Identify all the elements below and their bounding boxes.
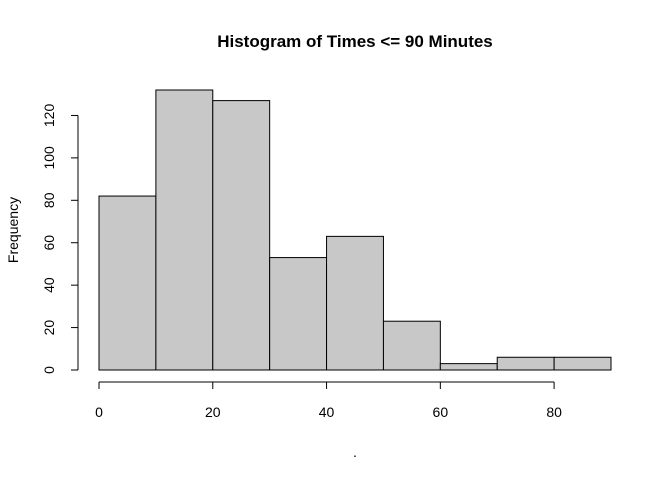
y-tick-label-0: 0 — [41, 366, 57, 374]
histogram-bar-30-40 — [269, 257, 328, 371]
x-tick-label-80: 80 — [546, 404, 562, 420]
histogram-bar-40-50 — [326, 235, 384, 371]
y-tick-label-20: 20 — [41, 320, 57, 336]
x-tick-label-60: 60 — [433, 404, 449, 420]
bars-group — [98, 89, 612, 371]
chart-title: Histogram of Times <= 90 Minutes — [217, 32, 493, 51]
y-tick-label-60: 60 — [41, 235, 57, 251]
y-axis-label: Frequency — [5, 197, 21, 263]
x-tick-label-0: 0 — [95, 404, 103, 420]
histogram-bar-50-60 — [382, 320, 441, 371]
y-axis: 0 20 40 60 80 100 120 — [41, 104, 79, 374]
x-tick-label-20: 20 — [205, 404, 221, 420]
histogram-bar-60-70 — [439, 363, 498, 371]
histogram-bar-0-10 — [98, 195, 157, 371]
histogram-bar-10-20 — [155, 89, 214, 371]
histogram-bar-70-80 — [496, 356, 555, 371]
y-tick-label-120: 120 — [41, 104, 57, 128]
y-tick-label-80: 80 — [41, 192, 57, 208]
y-tick-label-100: 100 — [41, 146, 57, 170]
x-tick-label-40: 40 — [319, 404, 335, 420]
y-tick-label-40: 40 — [41, 277, 57, 293]
x-axis: 0 20 40 60 80 — [95, 381, 562, 420]
x-axis-label: . — [353, 444, 357, 460]
histogram-bar-80-90 — [553, 356, 612, 371]
histogram-bar-20-30 — [212, 100, 271, 371]
